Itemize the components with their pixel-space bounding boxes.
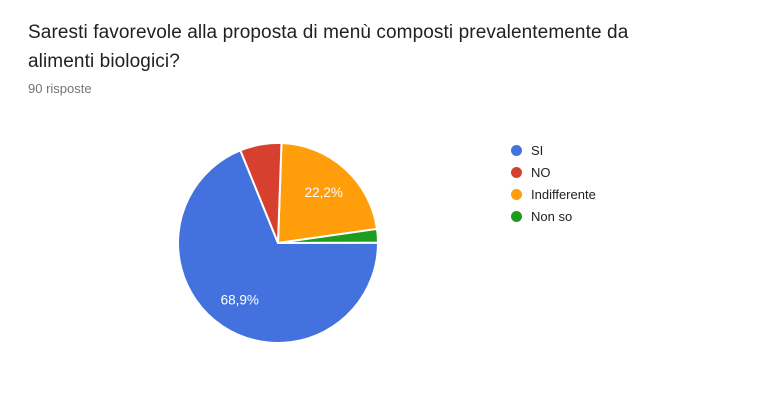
legend-label: Non so [531,209,573,224]
pie-chart[interactable]: 22,2% 68,9% [168,133,388,353]
question-title: Saresti favorevole alla proposta di menù… [28,18,748,76]
legend-item-no: NO [511,165,596,180]
legend-color-dot [511,189,522,200]
slice-percentage-label-indifferente: 22,2% [305,185,343,200]
legend-label: Indifferente [531,187,596,202]
legend-item-si: SI [511,143,596,158]
question-title-line-1: Saresti favorevole alla proposta di menù… [28,22,629,43]
legend-item-non-so: Non so [511,209,596,224]
slice-percentage-label-si: 68,9% [221,293,259,308]
legend-label: SI [531,143,544,158]
legend-label: NO [531,165,551,180]
pie-slice-indifferente[interactable] [277,142,379,244]
legend-color-dot [511,211,522,222]
question-title-line-2: alimenti biologici? [28,51,180,72]
legend-color-dot [511,167,522,178]
responses-count: 90 risposte [28,81,92,96]
legend-item-indifferente: Indifferente [511,187,596,202]
pie-slice-si[interactable] [177,149,380,344]
pie-slice-no[interactable] [239,142,283,244]
legend-color-dot [511,145,522,156]
chart-legend: SI NO Indifferente Non so [511,143,596,231]
